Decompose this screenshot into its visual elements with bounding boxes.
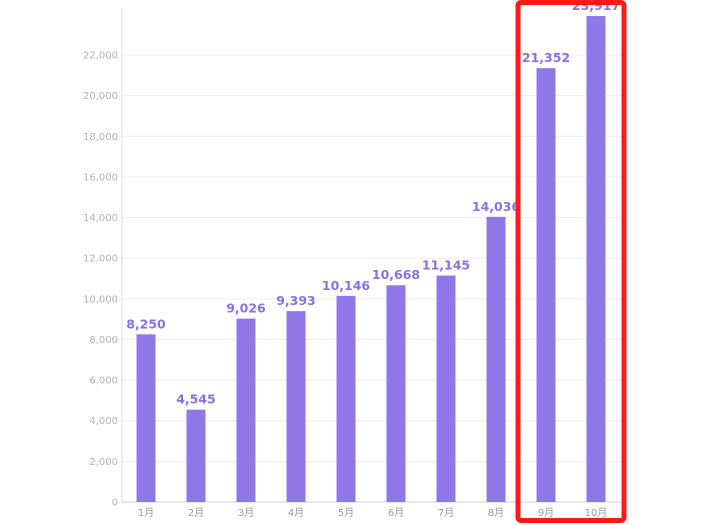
bar: [386, 285, 406, 502]
bar: [336, 295, 356, 502]
y-tick-label: 22,000: [83, 51, 118, 62]
x-tick-label: 6月: [388, 507, 404, 519]
y-tick-label: 12,000: [83, 254, 118, 265]
x-tick-label: 1月: [138, 507, 154, 519]
data-label: 10,668: [372, 267, 420, 282]
bar: [186, 409, 206, 502]
bars: [136, 16, 606, 502]
y-tick-label: 0: [112, 498, 118, 509]
y-tick-label: 14,000: [83, 213, 118, 224]
data-label: 9,393: [276, 293, 316, 308]
data-label: 4,545: [176, 392, 216, 407]
data-label: 10,146: [322, 278, 371, 293]
data-label: 9,026: [226, 301, 266, 316]
x-tick-label: 8月: [488, 507, 504, 519]
bar: [436, 275, 456, 502]
x-tick-label: 9月: [538, 507, 554, 519]
y-tick-label: 4,000: [89, 416, 118, 427]
y-tick-label: 16,000: [83, 172, 118, 183]
bar: [586, 16, 606, 502]
bar: [136, 334, 156, 502]
y-tick-label: 2,000: [89, 457, 118, 468]
highlight-box-layer: [515, 0, 627, 523]
bar: [536, 68, 556, 502]
data-label: 21,352: [522, 50, 570, 65]
bar: [286, 311, 306, 502]
highlight-box: [515, 0, 627, 523]
y-tick-label: 18,000: [83, 132, 118, 143]
x-tick-label: 4月: [288, 507, 304, 519]
y-tick-label: 6,000: [89, 376, 118, 387]
y-tick-label: 8,000: [89, 335, 118, 346]
x-tick-label: 3月: [238, 507, 254, 519]
x-tick-label: 7月: [438, 507, 454, 519]
x-tick-label: 10月: [585, 507, 608, 519]
bar: [236, 318, 256, 502]
data-label: 14,036: [472, 199, 521, 214]
data-label: 8,250: [126, 316, 166, 331]
data-label: 11,145: [422, 258, 470, 273]
y-tick-label: 10,000: [83, 294, 118, 305]
axes: 0 2,000 4,000 6,000 8,000 10,000 12,000 14,000 1…: [83, 8, 622, 509]
x-tick-label: 5月: [338, 507, 354, 519]
labels: 8,250 1月 4,545 2月 9,026 3月 9,393 4月 10,146 5月 10,6…: [126, 0, 620, 519]
y-tick-label: 20,000: [83, 91, 118, 102]
bar: [486, 216, 506, 502]
x-tick-label: 2月: [188, 507, 204, 519]
